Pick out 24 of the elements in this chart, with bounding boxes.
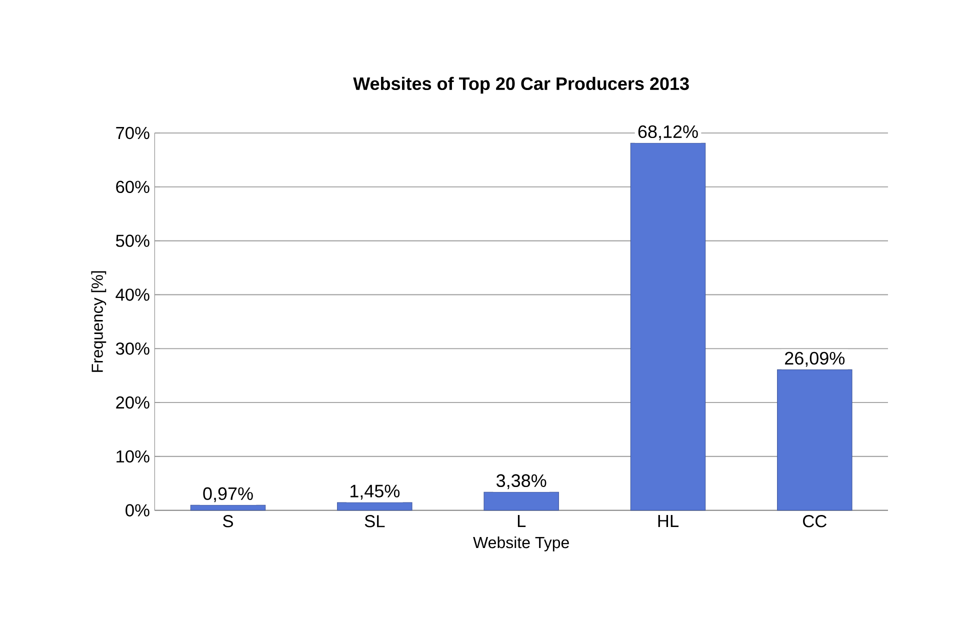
data-label: 1,45% — [350, 484, 400, 500]
y-tick-label: 70% — [116, 126, 150, 140]
y-tick-label: 50% — [116, 234, 150, 247]
y-tick-label: 10% — [116, 450, 150, 463]
data-label: 0,97% — [203, 487, 253, 502]
bar — [484, 492, 559, 511]
chart-title: Websites of Top 20 Car Producers 2013 — [353, 76, 689, 94]
data-label: 3,38% — [496, 474, 546, 490]
x-tick-label: CC — [803, 515, 827, 528]
y-tick-label: 20% — [116, 396, 150, 409]
y-tick-label: 30% — [116, 342, 150, 355]
y-axis-title: Frequency [%] — [91, 271, 106, 372]
bar — [190, 504, 266, 511]
y-tick-label: 40% — [116, 288, 150, 301]
y-tick-label: 0% — [126, 504, 150, 516]
data-label: 68,12% — [638, 125, 698, 140]
x-tick-label: HL — [658, 515, 679, 527]
x-tick-label: L — [518, 515, 526, 527]
x-tick-label: S — [223, 515, 233, 528]
y-tick-label: 60% — [116, 180, 150, 194]
data-label: 26,09% — [785, 352, 845, 367]
bar — [337, 502, 412, 511]
x-tick-label: SL — [364, 515, 385, 528]
x-axis-title: Website Type — [473, 536, 569, 552]
